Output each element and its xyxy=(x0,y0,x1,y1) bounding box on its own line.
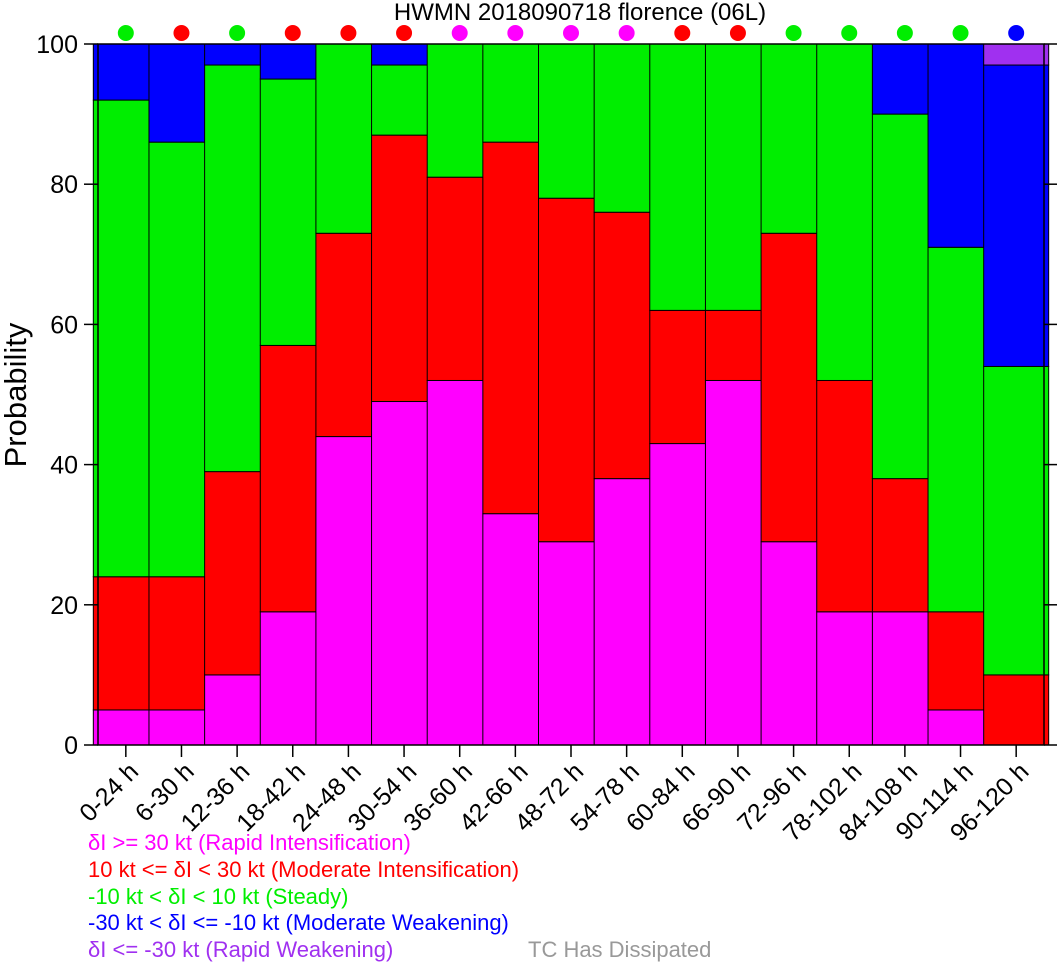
top-marker-9 xyxy=(618,25,635,41)
bar-segment-mi-8 xyxy=(538,197,604,543)
x-tick-label-0: 0-24 h xyxy=(74,757,144,827)
bar-segment-mw-1 xyxy=(148,43,215,143)
legend-entry-3: -30 kt < δI <= -10 kt (Moderate Weakenin… xyxy=(88,910,509,935)
bar-segment-ri-3 xyxy=(259,611,326,746)
bar-segment-mi-16 xyxy=(983,674,1050,746)
y-tick-label-1: 20 xyxy=(50,592,78,620)
legend-entry-1: 10 kt <= δI < 30 kt (Moderate Intensific… xyxy=(88,857,519,882)
bar-segment-rw-16 xyxy=(983,43,1050,66)
bar-segment-st-4 xyxy=(315,43,382,234)
bar-segment-mw-3 xyxy=(259,43,326,80)
bar-segment-mi-9 xyxy=(593,211,660,480)
y-tick-label-2: 40 xyxy=(50,452,78,480)
bar-segment-st-1 xyxy=(148,141,215,578)
top-marker-3 xyxy=(284,25,301,41)
bar-segment-mi-2 xyxy=(204,471,271,676)
bar-segment-ri-4 xyxy=(315,436,382,746)
top-marker-7 xyxy=(507,25,524,41)
y-axis-label: Probability xyxy=(0,322,33,467)
bar-segment-ri-12 xyxy=(760,541,827,746)
bar-segment-st-3 xyxy=(259,78,326,346)
top-marker-13 xyxy=(841,25,858,41)
bar-segment-ri-0 xyxy=(92,709,159,746)
chart-title: HWMN 2018090718 florence (06L) xyxy=(394,0,766,26)
top-marker-10 xyxy=(674,25,691,41)
top-marker-14 xyxy=(896,25,913,41)
bar-segment-mi-4 xyxy=(315,232,382,438)
y-tick-label-4: 80 xyxy=(50,171,78,199)
bar-segment-mi-12 xyxy=(760,232,827,543)
top-marker-1 xyxy=(173,25,190,41)
bar-segment-ri-11 xyxy=(704,379,771,746)
bar-segment-st-13 xyxy=(816,43,883,381)
bar-segment-ri-13 xyxy=(816,611,883,746)
bar-segment-mi-14 xyxy=(871,478,938,613)
bar-segment-ri-7 xyxy=(482,513,549,746)
top-marker-4 xyxy=(340,25,357,41)
bar-segment-mi-1 xyxy=(148,576,215,711)
y-tick-label-3: 60 xyxy=(50,311,78,339)
bar-segment-ri-8 xyxy=(538,541,604,746)
legend-entry-4: δI <= -30 kt (Rapid Weakening) xyxy=(88,937,393,962)
bar-segment-mi-7 xyxy=(482,141,549,515)
legend-entry-2: -10 kt < δI < 10 kt (Steady) xyxy=(88,884,348,909)
top-marker-2 xyxy=(229,25,246,41)
bar-segment-mi-0 xyxy=(92,576,159,711)
top-marker-11 xyxy=(729,25,746,41)
top-marker-16 xyxy=(1008,25,1025,41)
bar-segment-mw-15 xyxy=(927,43,994,248)
bar-segment-st-16 xyxy=(983,365,1050,676)
bar-segment-st-8 xyxy=(538,43,604,199)
legend-entry-5: TC Has Dissipated xyxy=(528,937,711,962)
bar-segment-mi-6 xyxy=(426,176,493,381)
top-marker-12 xyxy=(785,25,802,41)
top-marker-5 xyxy=(396,25,413,41)
bar-segment-ri-5 xyxy=(371,401,438,746)
bar-segment-ri-10 xyxy=(649,443,716,746)
bar-segment-mi-5 xyxy=(371,134,438,403)
bar-segment-ri-15 xyxy=(927,709,994,746)
y-tick-label-0: 0 xyxy=(64,732,78,760)
bar-segment-st-15 xyxy=(927,246,994,613)
top-marker-15 xyxy=(952,25,969,41)
bar-segment-mw-16 xyxy=(983,64,1050,367)
bar-segment-ri-9 xyxy=(593,478,660,746)
top-marker-0 xyxy=(117,25,134,41)
top-marker-6 xyxy=(451,25,468,41)
bar-segment-mi-3 xyxy=(259,344,326,613)
y-tick-label-5: 100 xyxy=(36,31,78,59)
bar-segment-mi-15 xyxy=(927,611,994,711)
bar-segment-mw-14 xyxy=(871,43,938,115)
bar-segment-mi-11 xyxy=(704,309,771,381)
legend: δI >= 30 kt (Rapid Intensification)10 kt… xyxy=(88,830,711,962)
top-markers xyxy=(117,25,1025,41)
legend-entry-0: δI >= 30 kt (Rapid Intensification) xyxy=(88,830,411,855)
bar-stacks xyxy=(92,43,1050,746)
bar-segment-mi-10 xyxy=(649,309,716,445)
top-marker-8 xyxy=(563,25,579,41)
y-axis: 0 20 40 60 80 100 xyxy=(36,31,1057,760)
